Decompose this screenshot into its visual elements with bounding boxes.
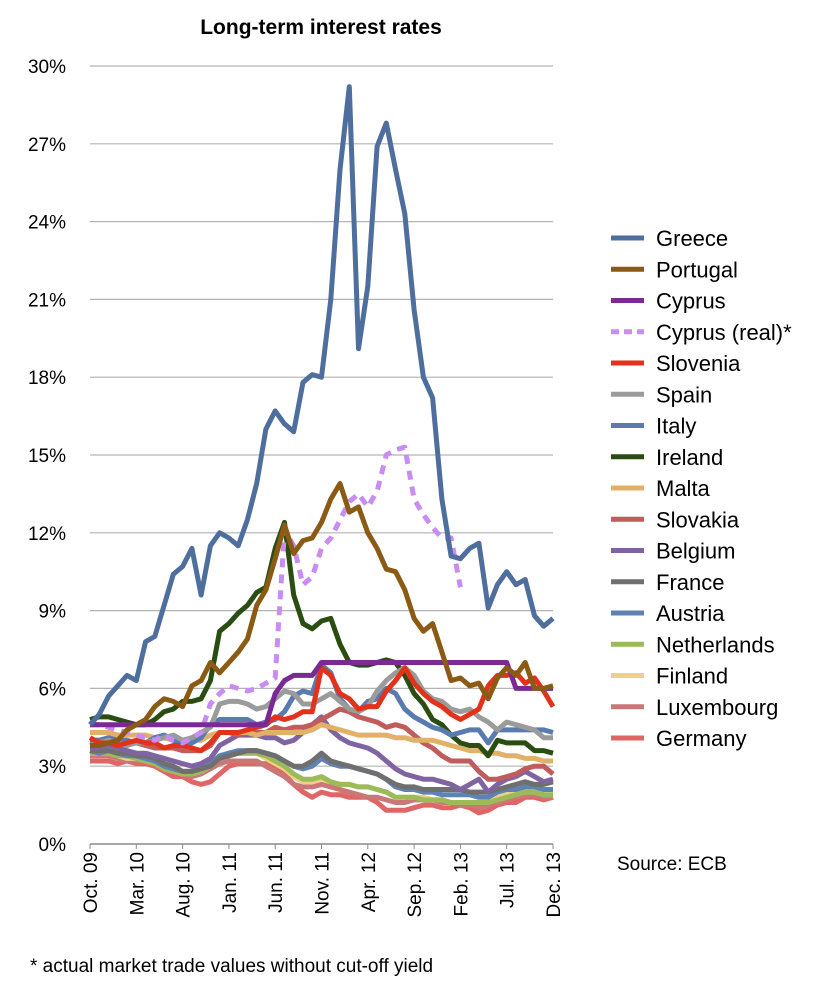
y-tick-label: 15% <box>28 446 66 467</box>
legend-label: Slovenia <box>656 351 741 376</box>
x-tick-label: Jan. 11 <box>220 852 241 913</box>
x-tick-label: Apr. 12 <box>359 852 380 912</box>
series-line-france <box>90 748 554 795</box>
series-line-greece <box>88 84 555 727</box>
legend-label: Austria <box>656 601 725 626</box>
legend-label: Slovakia <box>656 507 740 532</box>
x-tick-label: Jun. 11 <box>266 852 287 913</box>
legend-label: Finland <box>656 664 728 689</box>
legend-label: Germany <box>656 726 746 751</box>
legend: Greece Portugal Cyprus Cyprus (real)* Sloven… <box>611 226 792 751</box>
x-tick-labels: Oct. 09 Mar. 10 Aug. 10 Jan. 11 Jun. 11 Nov. … <box>81 852 565 918</box>
series-lines <box>88 84 556 816</box>
x-tick-label: Aug. 10 <box>174 852 195 918</box>
series-line-slovenia <box>88 665 556 754</box>
y-tick-label: 21% <box>28 290 66 311</box>
legend-label: Portugal <box>656 257 738 282</box>
legend-label: Greece <box>656 226 728 251</box>
y-tick-label: 3% <box>39 757 67 778</box>
y-tick-label: 30% <box>28 57 66 78</box>
y-tick-label: 6% <box>39 679 67 700</box>
legend-label: Italy <box>656 414 696 439</box>
series-line-cyprus <box>90 660 553 728</box>
legend-label: Luxembourg <box>656 695 778 720</box>
x-tick-label: Nov. 11 <box>313 852 334 915</box>
legend-label: France <box>656 570 724 595</box>
series-line-germany <box>90 758 554 816</box>
legend-label: Belgium <box>656 539 735 564</box>
legend-label: Spain <box>656 382 712 407</box>
series-line-portugal <box>90 481 554 748</box>
y-tick-label: 24% <box>28 213 66 234</box>
x-tick-label: Sep. 12 <box>405 852 426 918</box>
chart-title: Long-term interest rates <box>200 16 442 39</box>
y-tick-label: 0% <box>39 835 67 856</box>
y-tick-label: 9% <box>39 602 67 623</box>
y-tick-label: 27% <box>28 135 66 156</box>
legend-label: Cyprus <box>656 289 726 314</box>
x-tick-label: Dec. 13 <box>544 852 565 917</box>
series-line-netherlands <box>90 750 553 805</box>
x-tick-label: Mar. 10 <box>127 852 148 915</box>
source-label: Source: ECB <box>617 854 727 875</box>
footnote: * actual market trade values without cut… <box>30 956 433 977</box>
series-line-austria <box>89 748 553 800</box>
legend-label: Cyprus (real)* <box>656 320 792 345</box>
x-tick-label: Oct. 09 <box>81 852 102 913</box>
series-line-cyprus-real <box>90 444 463 746</box>
legend-label: Ireland <box>656 445 723 470</box>
y-tick-label: 12% <box>28 524 66 545</box>
grid-lines <box>89 65 554 849</box>
x-tick-label: Jul. 13 <box>498 852 519 908</box>
series-line-ireland <box>89 519 554 759</box>
legend-label: Netherlands <box>656 632 775 657</box>
y-tick-label: 18% <box>28 368 66 389</box>
y-tick-labels: 0% 3% 6% 9% 12% 15% 18% 21% 24% 27% 30% <box>28 57 66 856</box>
legend-label: Malta <box>656 476 711 501</box>
x-tick-label: Feb. 13 <box>451 852 472 916</box>
